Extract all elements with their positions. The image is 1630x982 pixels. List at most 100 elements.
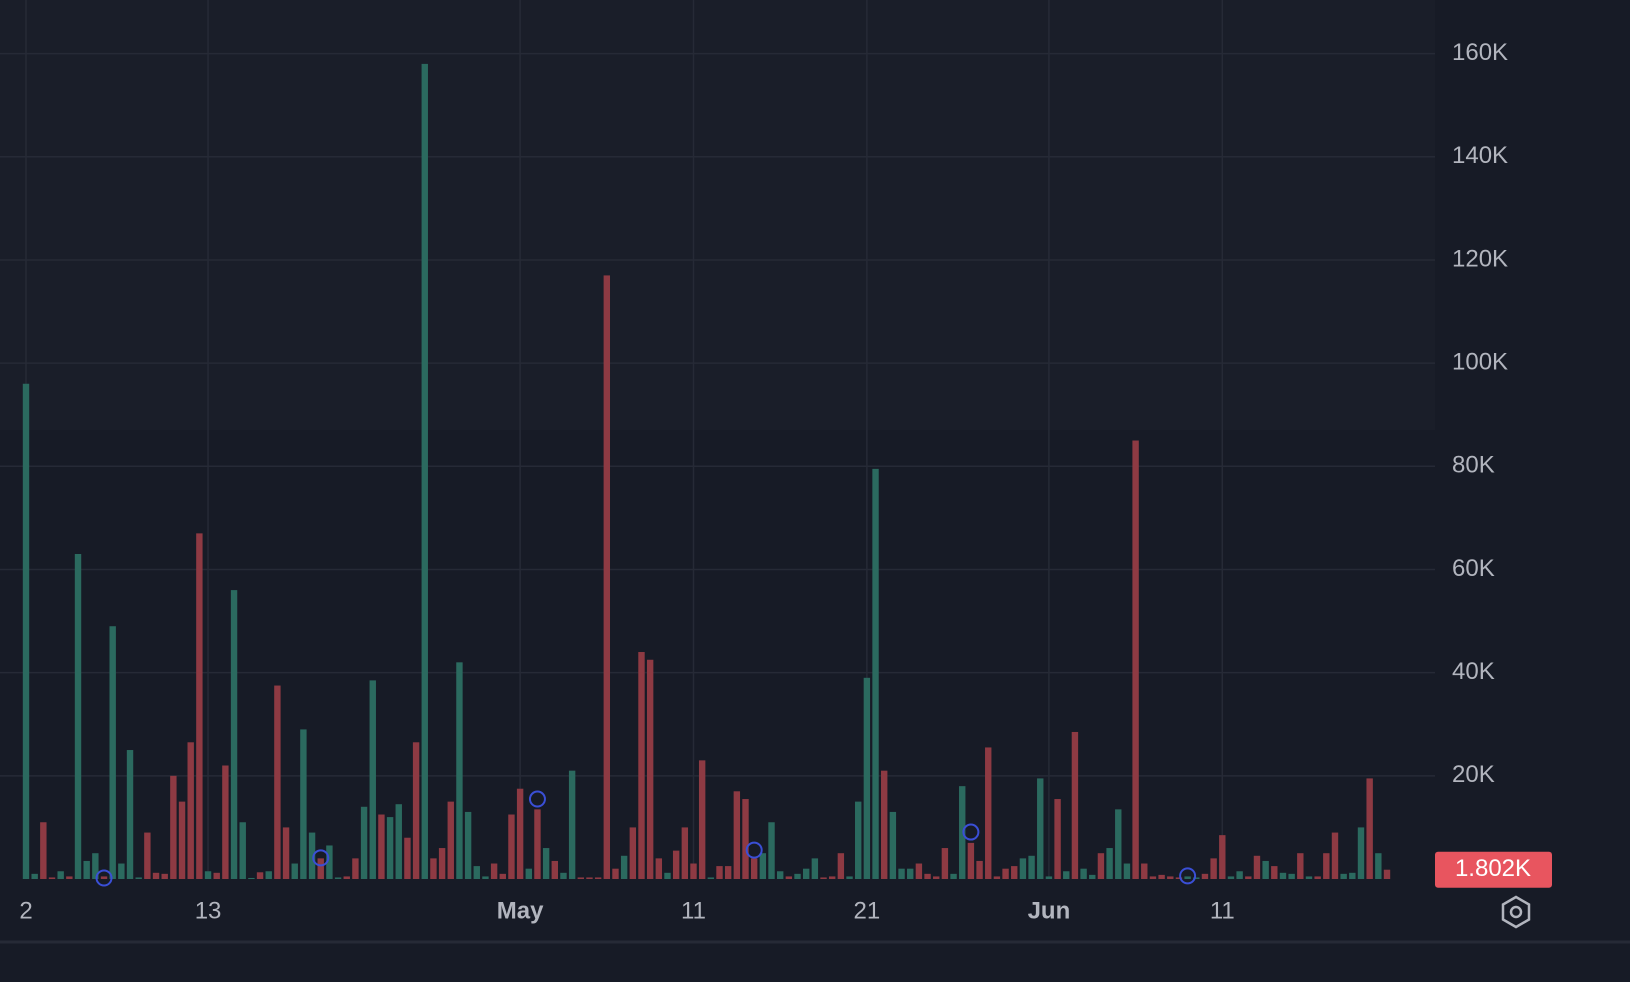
bar [265,871,272,879]
bar [438,848,446,879]
bar [482,876,489,879]
bar [1279,872,1287,879]
bar [1357,827,1365,879]
bar [144,832,151,879]
settings-icon[interactable] [1501,895,1531,929]
bar [1028,855,1035,879]
bar [690,863,697,879]
bar [534,809,541,879]
bar [1106,848,1113,879]
bar [612,868,619,879]
bar [542,848,550,879]
x-tick-label: 11 [1210,897,1235,924]
bar [1141,863,1148,879]
bar [421,63,428,879]
bar [941,848,949,879]
event-marker [962,823,980,841]
y-tick-label: 160K [1452,39,1508,66]
event-marker [745,841,763,859]
bar [291,863,298,879]
bar [1132,440,1139,879]
x-tick-label: 21 [854,897,881,924]
bar [300,729,307,879]
last-value-label: 1.802K [1455,855,1531,882]
x-tick-label: 13 [195,897,222,924]
bar [473,866,480,879]
y-tick-label: 100K [1452,348,1508,375]
bar [837,853,845,879]
bar [326,845,333,879]
bar [1314,876,1321,879]
bar [1271,866,1278,879]
bar [776,871,784,879]
bar [698,760,706,879]
bar [759,853,767,879]
bar [135,877,142,879]
x-tick-label: 2 [19,897,32,924]
y-tick-label: 140K [1452,142,1508,169]
bar [794,873,801,879]
bar [881,770,888,879]
bar [126,750,134,879]
bar [196,533,203,879]
bar [1331,832,1339,879]
bar [1080,868,1087,879]
bar [1037,778,1044,879]
bar [846,876,853,879]
bar [213,872,220,879]
bar [863,677,871,879]
y-tick-label: 20K [1452,761,1495,788]
bar [560,872,567,879]
last-value-box [1435,851,1552,888]
bar [716,866,723,879]
bar [152,872,160,879]
event-marker [528,790,546,808]
bar [889,811,897,879]
event-marker [95,869,113,887]
bar [395,804,402,879]
bar [802,868,810,879]
bar [855,801,862,879]
bar [1340,873,1347,879]
bar [1210,858,1217,879]
bar [1305,876,1313,879]
bar [785,876,793,879]
bar [620,855,628,879]
bar [872,468,879,879]
bar [1175,877,1183,879]
bar [828,876,836,879]
bar [707,877,715,879]
grid [0,0,1435,879]
bar [646,659,654,879]
bar [924,873,931,879]
bar [1123,863,1131,879]
bar [1383,869,1391,879]
bar [1201,873,1209,879]
bar [950,873,957,879]
bar [1288,873,1295,879]
event-marker [1179,867,1197,885]
bar [308,832,316,879]
bar [681,827,689,879]
bar [1011,866,1018,879]
bar [629,827,637,879]
bar [967,842,975,879]
x-tick-label: 11 [681,897,706,924]
bar [1089,874,1096,879]
bar [83,860,90,879]
upper-shade [0,0,1435,430]
bar [672,850,680,879]
bar [74,553,82,879]
bar [1253,855,1261,879]
bar [161,873,168,879]
bar [907,868,914,879]
bar [1236,871,1243,879]
bar [1245,876,1252,879]
bar [282,827,290,879]
bar [959,786,966,879]
bar [1045,876,1053,879]
bar [811,858,819,879]
x-tick-label: Jun [1028,897,1071,924]
bar [100,876,108,879]
bar [1002,868,1009,879]
